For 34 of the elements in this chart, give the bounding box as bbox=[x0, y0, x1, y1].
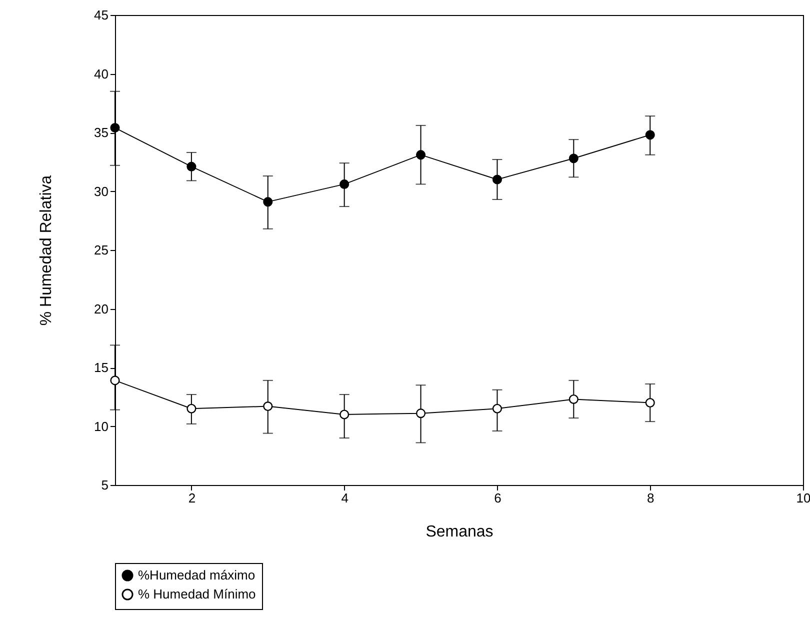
x-tick-label: 8 bbox=[646, 490, 654, 506]
point bbox=[645, 398, 655, 408]
y-tick-label: 40 bbox=[94, 66, 108, 82]
y-tick-label: 5 bbox=[101, 478, 108, 492]
point bbox=[186, 162, 196, 172]
y-tick-label: 15 bbox=[94, 360, 108, 375]
point bbox=[568, 394, 578, 404]
x-tick-label: 2 bbox=[188, 490, 196, 506]
point bbox=[263, 197, 273, 207]
point bbox=[492, 174, 502, 184]
y-tick-label: 20 bbox=[94, 301, 108, 316]
point bbox=[568, 154, 578, 164]
point bbox=[645, 130, 655, 140]
y-tick-label: 45 bbox=[94, 8, 108, 22]
y-tick-label: 30 bbox=[94, 184, 108, 199]
point bbox=[340, 179, 350, 189]
y-axis-title: % Humedad Relativa bbox=[38, 175, 56, 326]
point bbox=[416, 408, 426, 418]
point bbox=[340, 410, 350, 420]
x-tick-label: 4 bbox=[341, 490, 348, 506]
point bbox=[110, 376, 120, 386]
x-tick-label: 6 bbox=[494, 490, 502, 506]
point bbox=[110, 123, 120, 133]
y-tick-label: 35 bbox=[94, 125, 108, 140]
y-tick-label: 10 bbox=[94, 418, 108, 434]
x-axis-title: Semanas bbox=[426, 524, 494, 540]
point bbox=[492, 404, 502, 414]
point bbox=[186, 404, 196, 414]
point bbox=[263, 402, 273, 412]
point bbox=[416, 150, 426, 160]
legend-label: % Humedad Mínimo bbox=[138, 586, 256, 602]
y-tick-label: 25 bbox=[94, 242, 108, 258]
legend-label: %Humedad máximo bbox=[138, 568, 256, 582]
x-tick-label: 10 bbox=[796, 490, 810, 506]
